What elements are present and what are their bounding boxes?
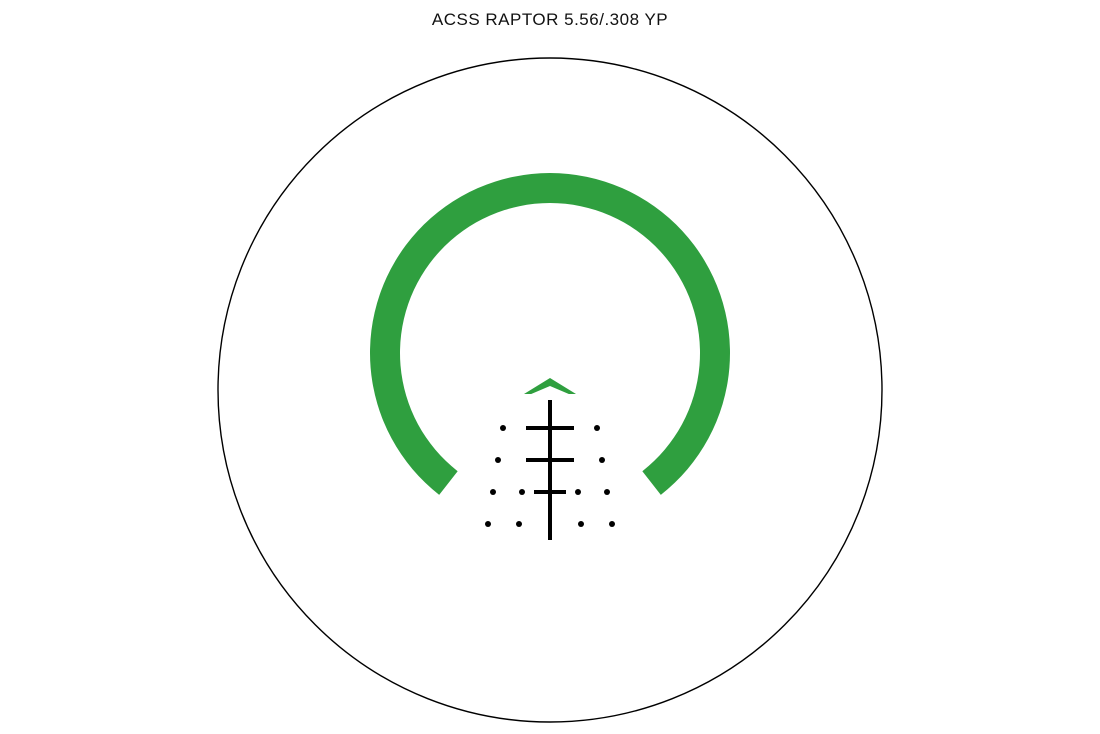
bdc-dot-8 [485, 521, 491, 527]
outer-circle [218, 58, 882, 722]
reticle-svg [0, 0, 1100, 734]
bdc-dot-0 [500, 425, 506, 431]
reticle-svg-wrap [0, 0, 1100, 734]
bdc-dot-6 [575, 489, 581, 495]
center-chevron [524, 378, 576, 394]
bdc-dot-11 [609, 521, 615, 527]
bdc-dot-1 [594, 425, 600, 431]
bdc-dot-5 [519, 489, 525, 495]
bdc-dot-4 [490, 489, 496, 495]
bdc-dot-9 [516, 521, 522, 527]
bdc-dot-7 [604, 489, 610, 495]
bdc-dot-3 [599, 457, 605, 463]
bdc-dot-10 [578, 521, 584, 527]
bdc-dot-2 [495, 457, 501, 463]
reticle-diagram: ACSS RAPTOR 5.56/.308 YP [0, 0, 1100, 734]
